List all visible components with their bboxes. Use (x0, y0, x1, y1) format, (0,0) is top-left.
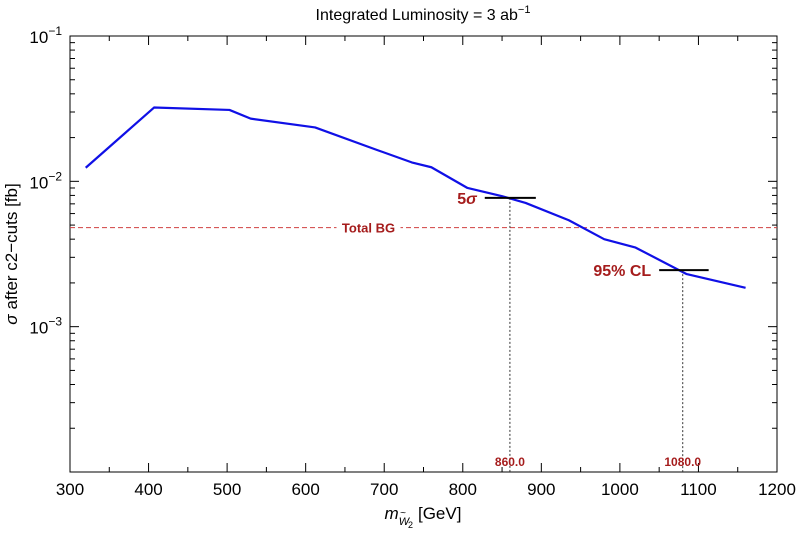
y-axis-label: σafter c2−cuts [fb] (2, 183, 21, 324)
x-axis-label: mW~2[GeV] (385, 504, 462, 530)
axis-ticks (69, 36, 778, 473)
x-tick-label: 800 (449, 480, 477, 499)
x-tick-labels: 300 400 500 600 700 800 900 1000 1100 1200 (56, 480, 796, 499)
plot-frame (69, 35, 778, 473)
y-tick-base: 10 (29, 319, 48, 338)
marker-5sigma-label: 5σ (457, 191, 478, 208)
x-tick-label: 1000 (601, 480, 639, 499)
x-tick-label: 400 (134, 480, 162, 499)
x-tick-label: 1200 (758, 480, 796, 499)
y-tick-base: 10 (29, 173, 48, 192)
total-bg-label: Total BG (342, 221, 395, 236)
y-tick-base: 10 (29, 28, 48, 47)
y-tick-exp: −2 (48, 169, 62, 183)
y-tick-labels: 10−110−210−3 (29, 24, 62, 338)
x-tick-label: 900 (527, 480, 555, 499)
x-tick-label: 700 (370, 480, 398, 499)
x-tick-label: 600 (291, 480, 319, 499)
y-tick-label: 10−1 (29, 24, 62, 47)
x-tick-label: 500 (213, 480, 241, 499)
y-tick-exp: −1 (48, 24, 62, 38)
y-tick-label: 10−3 (29, 315, 62, 338)
y-tick-exp: −3 (48, 315, 62, 329)
marker-5sigma-value: 860.0 (495, 455, 525, 469)
x-tick-label: 300 (56, 480, 84, 499)
x-tick-label: 1100 (680, 480, 717, 499)
marker-95cl-value: 1080.0 (664, 455, 701, 469)
marker-95cl-label: 95% CL (593, 263, 651, 280)
chart-title: Integrated Luminosity = 3 ab−1 (316, 4, 531, 24)
signal-series-line (84, 106, 746, 289)
y-tick-label: 10−2 (29, 169, 62, 192)
total-bg-label-backdrop (336, 220, 401, 235)
